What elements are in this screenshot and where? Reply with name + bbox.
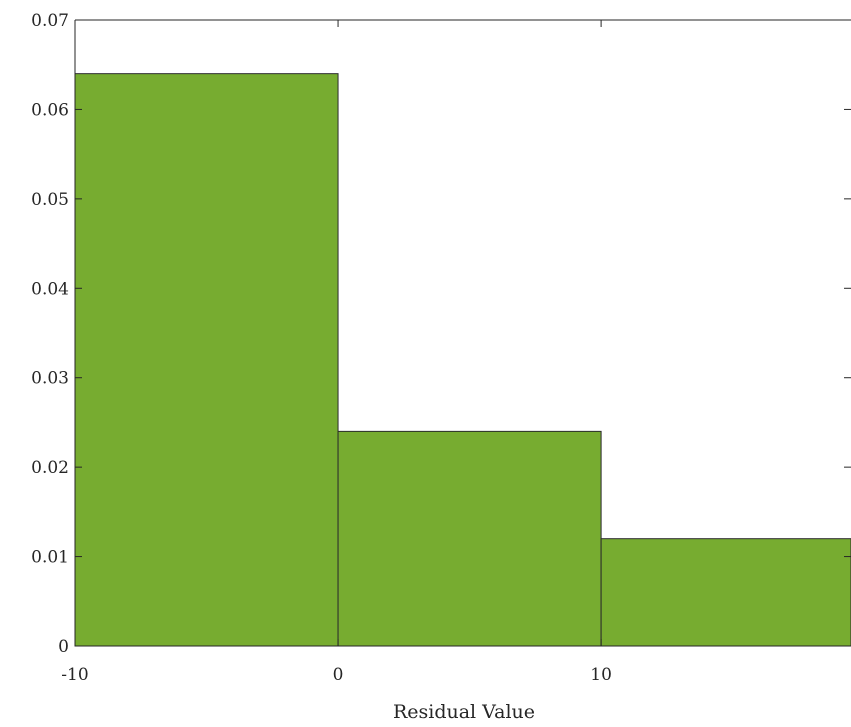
y-tick-label: 0 <box>58 637 69 657</box>
y-tick-label: 0.04 <box>31 279 69 299</box>
y-tick-label: 0.02 <box>31 458 69 478</box>
y-tick-label: 0.05 <box>31 190 69 210</box>
histogram-bar <box>600 538 851 647</box>
x-axis-label: Residual Value <box>393 701 535 723</box>
x-tick-label: 0 <box>333 665 344 685</box>
y-tick-label: 0.06 <box>31 100 69 120</box>
histogram-bar <box>74 73 339 647</box>
y-tick-label: 0.03 <box>31 369 69 389</box>
axes-group <box>74 19 851 647</box>
ticks-group: 0 0.01 0.02 0.03 0.04 0.05 0.06 0.07 -10 0 10 <box>31 11 851 685</box>
histogram-bar <box>337 430 602 647</box>
x-tick-label: 10 <box>590 665 612 685</box>
x-tick-label: -10 <box>61 665 88 685</box>
y-tick-label: 0.07 <box>31 11 69 31</box>
bars-group <box>74 73 851 647</box>
y-tick-label: 0.01 <box>31 548 69 568</box>
